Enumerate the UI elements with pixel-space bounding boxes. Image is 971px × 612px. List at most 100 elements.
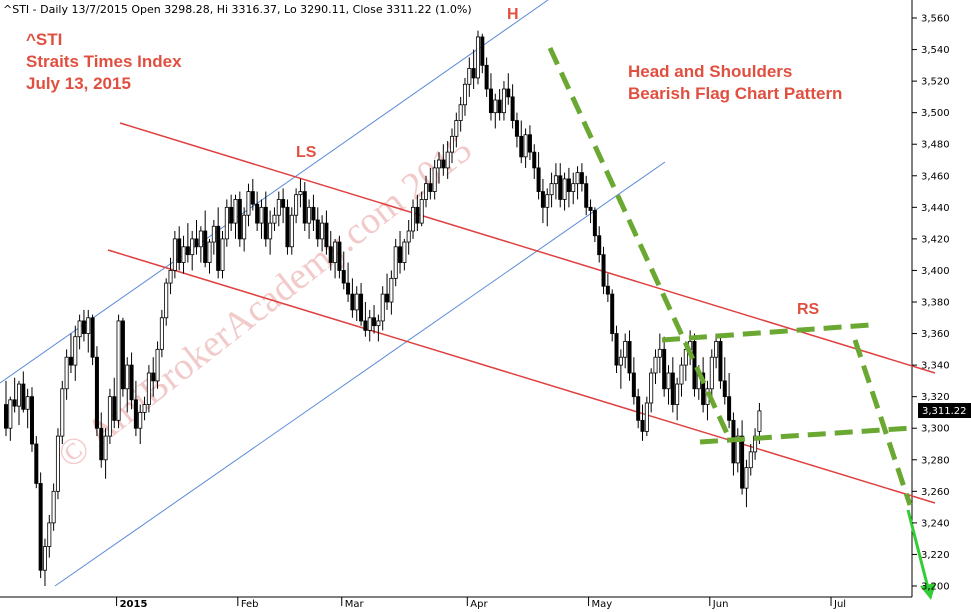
candle-body-down	[662, 348, 667, 390]
candle	[112, 377, 117, 429]
candle-body-down	[194, 238, 199, 248]
candle	[623, 333, 628, 369]
candle-body-up	[393, 246, 398, 279]
candle-body-up	[333, 241, 338, 263]
candle	[246, 183, 251, 227]
candle	[328, 231, 333, 271]
candle-body-up	[320, 222, 325, 240]
candle	[8, 396, 13, 441]
candle	[376, 314, 381, 342]
candle-body-up	[172, 238, 177, 271]
pattern-line-2: Bearish Flag Chart Pattern	[628, 84, 842, 103]
candle-body-down	[250, 191, 255, 205]
candle	[380, 286, 385, 331]
candle	[449, 128, 454, 164]
candle	[68, 333, 73, 373]
candle-body-up	[307, 206, 312, 224]
y-tick-label: 3,220	[921, 550, 950, 561]
y-tick-label: 3,280	[921, 455, 950, 466]
candle-body-up	[493, 99, 498, 114]
candle	[242, 207, 247, 252]
candle-body-up	[51, 490, 56, 524]
candle	[12, 377, 17, 413]
candle	[462, 77, 467, 116]
y-tick-label: 3,460	[921, 171, 950, 182]
candle-body-up	[454, 120, 459, 137]
candle-body-down	[68, 356, 73, 366]
candle-body-down	[12, 399, 17, 407]
candle-body-up	[623, 341, 628, 358]
y-tick-label: 3,240	[921, 518, 950, 529]
candle	[64, 349, 69, 400]
candle	[675, 377, 680, 421]
candle-body-up	[549, 183, 554, 196]
y-tick-label: 3,520	[921, 77, 950, 88]
candle	[220, 231, 225, 279]
candle	[198, 226, 203, 263]
candle	[610, 289, 615, 342]
flag-upper-line	[661, 322, 871, 343]
candle-body-down	[315, 219, 320, 240]
y-tick-label: 3,500	[921, 108, 950, 119]
candle-body-up	[419, 199, 424, 224]
x-tick-label: Jun	[712, 599, 729, 610]
candle	[151, 357, 156, 397]
candle	[553, 163, 558, 200]
candle	[385, 273, 390, 310]
target-arrow	[906, 509, 936, 600]
candle	[519, 120, 524, 164]
candle-body-up	[445, 151, 450, 169]
candle	[307, 199, 312, 239]
candle-body-down	[727, 396, 732, 421]
candle	[99, 412, 104, 468]
y-tick-label: 3,360	[921, 329, 950, 340]
candle-body-down	[670, 372, 675, 405]
candle	[411, 199, 416, 239]
candle-body-up	[411, 206, 416, 232]
candle	[60, 380, 65, 444]
candle-body-up	[744, 467, 749, 489]
candle-body-up	[55, 435, 60, 492]
candle	[614, 325, 619, 373]
candle	[38, 472, 43, 579]
candle-body-down	[497, 99, 502, 114]
y-tick-label: 3,420	[921, 234, 950, 245]
candle-body-up	[107, 396, 112, 437]
candle	[350, 278, 355, 318]
candle	[558, 163, 563, 208]
candle-body-up	[714, 341, 719, 358]
candle	[402, 238, 407, 271]
candle-body-down	[506, 88, 511, 98]
pattern-line-1: Head and Shoulders	[628, 62, 792, 81]
candle-body-up	[181, 246, 186, 263]
candle-body-up	[367, 317, 372, 331]
candle-body-up	[211, 225, 216, 243]
candle	[679, 357, 684, 397]
candle	[631, 357, 636, 405]
candle-body-up	[268, 222, 273, 240]
candle	[735, 428, 740, 473]
candle	[298, 178, 303, 208]
y-tick-label: 3,260	[921, 487, 950, 498]
candle	[77, 314, 82, 350]
x-axis-ticks: 2015 Feb Mar Apr May Jun Jul	[116, 597, 846, 610]
candle	[471, 49, 476, 89]
candle	[714, 333, 719, 369]
x-tick-label: Mar	[345, 599, 365, 610]
candle-body-up	[432, 167, 437, 192]
candle	[315, 207, 320, 247]
candle-body-up	[735, 435, 740, 464]
candle-body-up	[138, 412, 143, 429]
candle	[224, 199, 229, 247]
candle-body-down	[133, 399, 138, 429]
candle-body-up	[644, 402, 649, 432]
candle	[229, 194, 234, 231]
candle	[237, 191, 242, 247]
candle-body-up	[8, 399, 13, 429]
candle	[636, 388, 641, 429]
candle-body-up	[159, 317, 164, 350]
candle-body-down	[488, 88, 493, 114]
y-tick-label: 3,560	[921, 14, 950, 25]
candle	[584, 175, 589, 216]
